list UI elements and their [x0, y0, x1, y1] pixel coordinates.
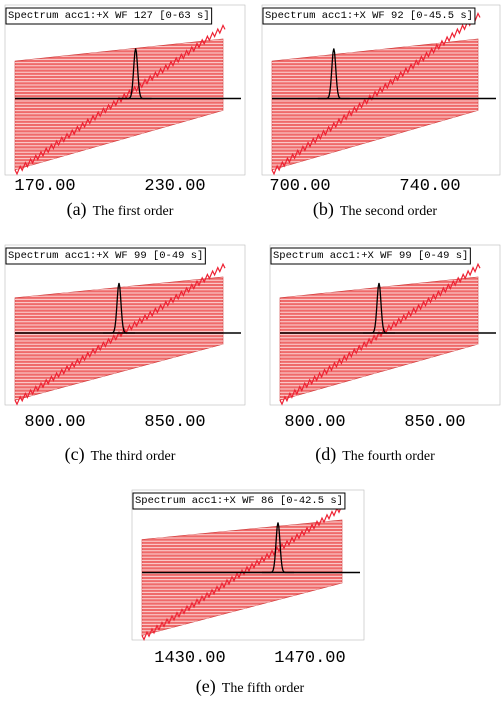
title-box — [5, 247, 206, 265]
panel: Spectrum acc1:+X WF 86 [0-42.5 s] 1430.00… — [131, 489, 365, 697]
panel: Spectrum acc1:+X WF 99 [0-49 s] 800.00 850… — [4, 244, 246, 465]
caption: (a) The first order — [67, 199, 174, 220]
waterfall-area — [279, 276, 479, 401]
x-tick-label: 850.00 — [404, 413, 465, 432]
panel-frame — [269, 244, 501, 406]
x-tick-label: 170.00 — [14, 177, 75, 196]
panel-title: Spectrum acc1:+X WF 86 [0-42.5 s] — [135, 495, 343, 507]
caption: (e) The fifth order — [196, 676, 305, 697]
caption: (c) The third order — [65, 444, 176, 465]
panel: Spectrum acc1:+X WF 127 [0-63 s] 170.00 23… — [4, 4, 246, 220]
title-box — [262, 7, 476, 25]
peak-curve — [363, 282, 395, 334]
caption-label: (a) — [67, 199, 87, 220]
x-tick-label: 1470.00 — [274, 649, 345, 668]
x-tick-label: 230.00 — [144, 177, 205, 196]
panel-title: Spectrum acc1:+X WF 99 [0-49 s] — [273, 250, 468, 262]
title-box — [5, 7, 213, 25]
caption: (d) The fourth order — [315, 444, 435, 465]
caption-text: The fifth order — [222, 681, 305, 696]
title-box — [132, 492, 346, 510]
panel-title: Spectrum acc1:+X WF 127 [0-63 s] — [8, 10, 210, 22]
x-tick-label: 850.00 — [144, 413, 205, 432]
panel-frame — [131, 489, 365, 641]
caption: (b) The second order — [313, 199, 438, 220]
panel: Spectrum acc1:+X WF 99 [0-49 s] 800.00 850… — [269, 244, 501, 465]
caption-label: (b) — [313, 199, 334, 220]
ridge — [271, 12, 481, 176]
caption-label: (c) — [65, 444, 85, 465]
caption-text: The first order — [93, 204, 174, 219]
caption-label: (d) — [315, 444, 336, 465]
ridge — [279, 262, 481, 406]
x-tick-label: 1430.00 — [154, 649, 225, 668]
x-tick-label: 700.00 — [269, 177, 330, 196]
caption-text: The fourth order — [342, 449, 435, 464]
x-tick-label: 800.00 — [24, 413, 85, 432]
peak-curve — [103, 282, 135, 334]
panel: Spectrum acc1:+X WF 92 [0-45.5 s] 700.00 7… — [261, 4, 501, 220]
waterfall-area — [14, 276, 224, 401]
panel-title: Spectrum acc1:+X WF 92 [0-45.5 s] — [265, 10, 473, 22]
x-tick-label: 740.00 — [399, 177, 460, 196]
peak-curve — [317, 48, 350, 100]
caption-text: The third order — [91, 449, 176, 464]
panel-frame — [261, 4, 501, 176]
caption-label: (e) — [196, 676, 216, 697]
panel-title: Spectrum acc1:+X WF 99 [0-49 s] — [8, 250, 203, 262]
caption-text: The second order — [340, 204, 438, 219]
ridge — [14, 262, 226, 406]
ridge — [14, 23, 226, 176]
peak-curve — [119, 48, 152, 100]
panel-frame — [4, 244, 246, 406]
panel-frame — [4, 4, 246, 176]
peak-curve — [262, 522, 294, 574]
title-box — [270, 247, 471, 265]
x-tick-label: 800.00 — [284, 413, 345, 432]
